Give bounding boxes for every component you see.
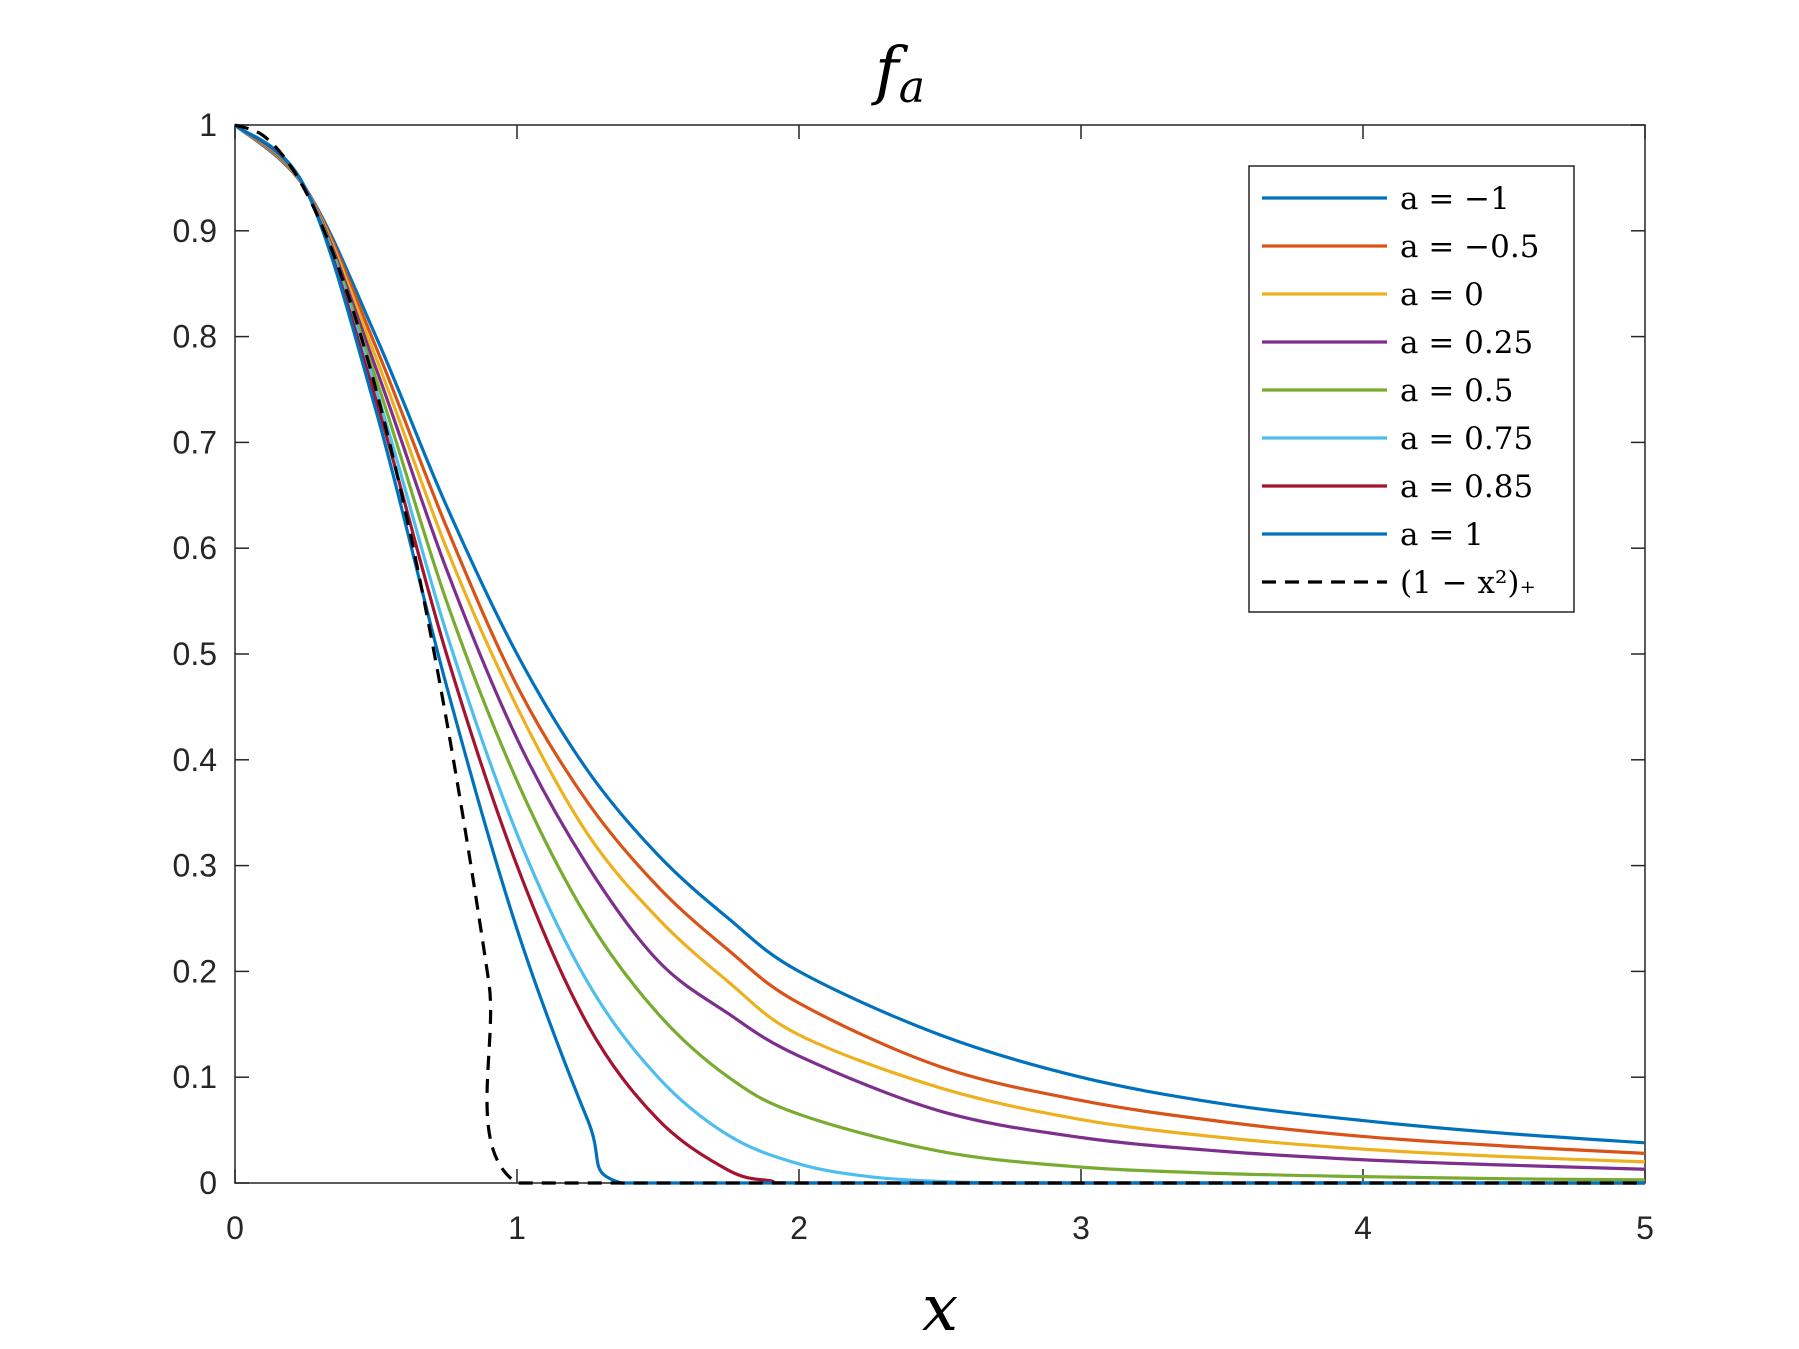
y-tick-label: 0.6 (173, 530, 217, 566)
y-tick-label: 0.3 (173, 848, 217, 884)
legend-label-9: (1 − x²)₊ (1400, 565, 1536, 601)
chart-title-subscript: a (899, 62, 925, 113)
x-axis-label: x (922, 1272, 958, 1346)
legend-label-4: a = 0.25 (1400, 325, 1533, 361)
series-line-4 (233, 123, 1646, 1171)
x-tick-label: 2 (790, 1210, 808, 1246)
y-tick-labels: 0 0.1 0.2 0.3 0.4 0.5 0.6 0.7 0.8 0.9 1 (173, 107, 217, 1201)
series-line-2 (233, 123, 1646, 1155)
x-tick-label: 4 (1354, 1210, 1372, 1246)
y-tick-label: 0.2 (173, 953, 217, 989)
series-lines (233, 123, 1646, 1185)
series-line-3 (233, 123, 1646, 1164)
y-tick-label: 0.5 (173, 636, 217, 672)
legend-label-3: a = 0 (1400, 277, 1484, 313)
x-tick-label: 0 (226, 1210, 244, 1246)
axis-ticks (234, 124, 1646, 1184)
legend-label-2: a = −0.5 (1400, 229, 1539, 265)
y-tick-label: 0.1 (173, 1059, 217, 1095)
series-line-1 (233, 123, 1646, 1145)
legend-label-1: a = −1 (1400, 181, 1510, 217)
y-tick-label: 0.7 (173, 424, 217, 460)
legend-label-5: a = 0.5 (1400, 373, 1513, 409)
legend-label-7: a = 0.85 (1400, 469, 1533, 505)
legend-label-6: a = 0.75 (1400, 421, 1533, 457)
x-tick-label: 1 (508, 1210, 526, 1246)
x-tick-label: 3 (1072, 1210, 1090, 1246)
y-tick-label: 0.9 (173, 213, 217, 249)
legend: a = −1 a = −0.5 a = 0 a = 0.25 a = 0.5 a = 0.… (1248, 165, 1575, 613)
y-tick-label: 0 (199, 1165, 217, 1201)
x-tick-label: 5 (1636, 1210, 1654, 1246)
legend-entries: a = −1 a = −0.5 a = 0 a = 0.25 a = 0.5 a = 0.… (1262, 181, 1539, 601)
legend-label-8: a = 1 (1400, 517, 1484, 553)
x-tick-labels: 0 1 2 3 4 5 (226, 1210, 1654, 1246)
y-tick-label: 0.4 (173, 742, 217, 778)
series-line-5 (233, 123, 1646, 1182)
y-tick-label: 0.8 (173, 319, 217, 355)
series-line-9 (234, 123, 1645, 1185)
y-tick-label: 1 (199, 107, 217, 143)
